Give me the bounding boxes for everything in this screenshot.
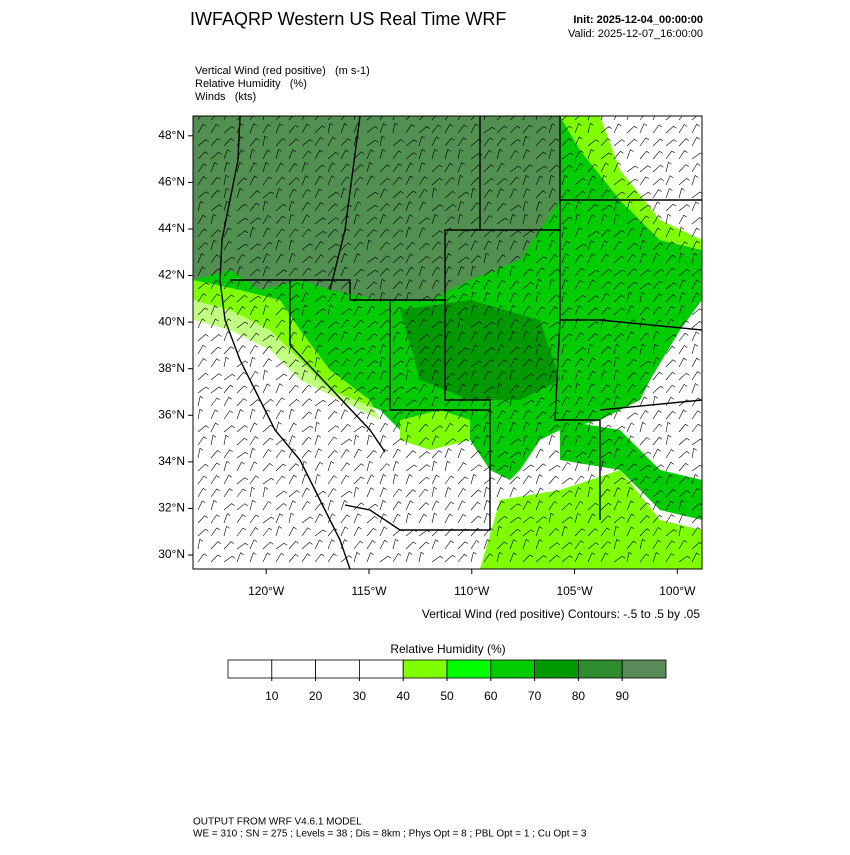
lat-tick-label: 48°N bbox=[158, 128, 185, 142]
colorbar-box bbox=[490, 659, 535, 679]
field-label: Relative Humidity (%) bbox=[195, 78, 307, 90]
colorbar-label: 40 bbox=[397, 689, 411, 703]
colorbar-label: 70 bbox=[528, 689, 542, 703]
colorbar-box bbox=[227, 659, 273, 679]
lat-tick-label: 44°N bbox=[158, 221, 185, 235]
colorbar-box bbox=[534, 659, 579, 679]
lon-tick-label: 120°W bbox=[248, 584, 285, 598]
field-label: Winds (kts) bbox=[195, 91, 256, 103]
init-time: Init: 2025-12-04_00:00:00 bbox=[573, 14, 703, 26]
colorbar-box bbox=[271, 659, 316, 679]
colorbar-box bbox=[446, 659, 492, 679]
lat-tick-label: 30°N bbox=[158, 547, 185, 561]
colorbar-label: 20 bbox=[309, 689, 323, 703]
lat-tick-label: 46°N bbox=[158, 175, 185, 189]
lat-tick-label: 34°N bbox=[158, 454, 185, 468]
footer-line: OUTPUT FROM WRF V4.6.1 MODEL bbox=[193, 817, 362, 828]
lon-tick-label: 105°W bbox=[556, 584, 593, 598]
contour-note: Vertical Wind (red positive) Contours: -… bbox=[422, 607, 700, 621]
footer-line: WE = 310 ; SN = 275 ; Levels = 38 ; Dis … bbox=[193, 829, 587, 840]
title: IWFAQRP Western US Real Time WRF bbox=[190, 9, 506, 29]
lat-tick-label: 32°N bbox=[158, 501, 185, 515]
lon-tick-label: 115°W bbox=[351, 584, 387, 598]
colorbar-box bbox=[358, 659, 404, 679]
colorbar-box bbox=[402, 659, 448, 679]
map-area bbox=[193, 116, 702, 569]
colorbar-label: 30 bbox=[353, 689, 367, 703]
lat-tick-label: 42°N bbox=[158, 268, 185, 282]
colorbar-label: 60 bbox=[484, 689, 498, 703]
colorbar-title: Relative Humidity (%) bbox=[390, 642, 505, 656]
lat-tick-label: 38°N bbox=[158, 361, 185, 375]
colorbar-box bbox=[315, 659, 360, 679]
lon-tick-label: 100°W bbox=[659, 584, 696, 598]
colorbar-box bbox=[578, 659, 623, 679]
lon-tick-label: 110°W bbox=[454, 584, 490, 598]
map-frame bbox=[192, 115, 703, 570]
colorbar-label: 50 bbox=[440, 689, 454, 703]
field-label: Vertical Wind (red positive) (m s-1) bbox=[195, 65, 370, 77]
valid-time: Valid: 2025-12-07_16:00:00 bbox=[568, 28, 703, 40]
lat-tick-label: 40°N bbox=[158, 314, 185, 328]
colorbar-box bbox=[621, 659, 667, 679]
colorbar-label: 90 bbox=[616, 689, 630, 703]
colorbar-label: 80 bbox=[572, 689, 586, 703]
lat-tick-label: 36°N bbox=[158, 407, 185, 421]
colorbar-label: 10 bbox=[265, 689, 279, 703]
